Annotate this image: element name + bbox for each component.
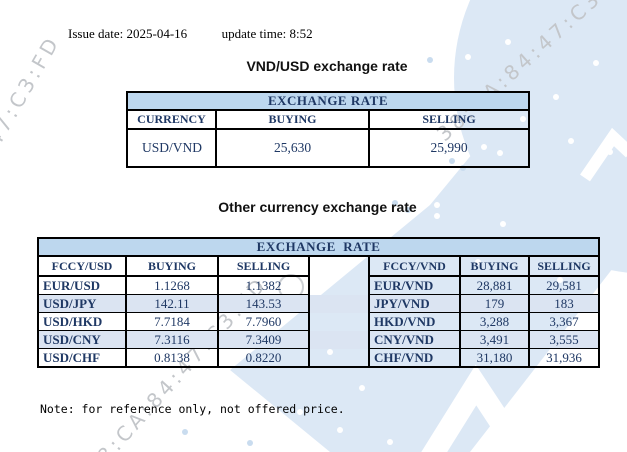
buying-rate-cell: 25,630 (215, 128, 370, 168)
spacer-cell (308, 348, 370, 367)
column-header-row: FCCY/USD BUYING SELLING FCCY/VND BUYING … (37, 255, 601, 277)
currency-pair-cell: USD/CNY (37, 330, 127, 349)
currency-pair-cell: USD/HKD (37, 312, 127, 331)
column-header-buying-right: BUYING (459, 255, 530, 277)
spacer-cell (308, 294, 370, 313)
spacer-cell (308, 312, 370, 331)
column-header-fccy-vnd: FCCY/VND (368, 255, 461, 277)
buying-rate-cell: 0.8138 (125, 348, 219, 368)
buying-rate-cell: 142.11 (125, 294, 219, 313)
buying-rate-cell: 28,881 (459, 275, 530, 295)
column-header-row: CURRENCY BUYING SELLING (126, 109, 531, 130)
buying-rate-cell: 7.3116 (125, 330, 219, 349)
table-row: USD/CNY 7.3116 7.3409 CNY/VND 3,491 3,55… (37, 330, 601, 349)
currency-pair-cell: USD/VND (126, 128, 217, 168)
selling-rate-cell: 3,367 (527, 312, 601, 331)
table-header: EXCHANGE RATE (36, 237, 601, 257)
spacer-cell (308, 276, 370, 295)
selling-rate-cell: 3,555 (527, 330, 601, 349)
currency-pair-cell: EUR/VND (368, 275, 461, 295)
issue-date-label: Issue date: (68, 26, 124, 41)
column-header-selling: SELLING (367, 109, 531, 130)
table-header-row: EXCHANGE RATE (125, 91, 531, 111)
issue-date-value: 2025-04-16 (126, 26, 188, 41)
other-currency-rate-table: EXCHANGE RATE FCCY/USD BUYING SELLING FC… (36, 237, 601, 368)
column-header-fccy-usd: FCCY/USD (37, 255, 127, 277)
selling-rate-cell: 7.3409 (217, 330, 310, 349)
currency-pair-cell: EUR/USD (37, 275, 127, 295)
selling-rate-cell: 0.8220 (217, 348, 310, 368)
selling-rate-cell: 25,990 (367, 128, 531, 168)
currency-pair-cell: CHF/VND (368, 348, 461, 368)
spacer-column (308, 256, 370, 276)
table-header: EXCHANGE RATE (125, 91, 531, 111)
update-time-value: 8:52 (289, 26, 313, 41)
other-table-title: Other currency exchange rate (218, 199, 417, 215)
selling-rate-cell: 143.53 (217, 294, 310, 313)
currency-pair-cell: USD/JPY (37, 294, 127, 313)
selling-rate-cell: 1.1382 (217, 275, 310, 295)
currency-pair-cell: HKD/VND (368, 312, 461, 331)
buying-rate-cell: 1.1268 (125, 275, 219, 295)
currency-pair-cell: CNY/VND (368, 330, 461, 349)
column-header-selling-right: SELLING (527, 255, 601, 277)
usd-vnd-rate-table: EXCHANGE RATE CURRENCY BUYING SELLING US… (125, 91, 531, 168)
buying-rate-cell: 179 (459, 294, 530, 313)
buying-rate-cell: 7.7184 (125, 312, 219, 331)
table-row: USD/JPY 142.11 143.53 JPY/VND 179 183 (37, 294, 601, 313)
column-header-buying: BUYING (215, 109, 370, 130)
buying-rate-cell: 3,288 (459, 312, 530, 331)
meta-row: Issue date: 2025-04-16 update time: 8:52 (68, 26, 313, 42)
selling-rate-cell: 29,581 (527, 275, 601, 295)
spacer-cell (308, 330, 370, 349)
column-header-buying-left: BUYING (125, 255, 219, 277)
table-header-row: EXCHANGE RATE (36, 237, 601, 257)
table-row: EUR/USD 1.1268 1.1382 EUR/VND 28,881 29,… (37, 275, 601, 295)
update-time-label: update time: (221, 26, 287, 41)
usd-table-title: VND/USD exchange rate (246, 58, 408, 74)
table-row: USD/HKD 7.7184 7.7960 HKD/VND 3,288 3,36… (37, 312, 601, 331)
column-header-currency: CURRENCY (126, 109, 217, 130)
buying-rate-cell: 31,180 (459, 348, 530, 368)
table-row: USD/VND 25,630 25,990 (126, 128, 531, 168)
selling-rate-cell: 183 (527, 294, 601, 313)
selling-rate-cell: 31,936 (527, 348, 601, 368)
selling-rate-cell: 7.7960 (217, 312, 310, 331)
table-row: USD/CHF 0.8138 0.8220 CHF/VND 31,180 31,… (37, 348, 601, 368)
currency-pair-cell: USD/CHF (37, 348, 127, 368)
note-text: Note: for reference only, not offered pr… (40, 402, 345, 416)
currency-pair-cell: JPY/VND (368, 294, 461, 313)
buying-rate-cell: 3,491 (459, 330, 530, 349)
column-header-selling-left: SELLING (217, 255, 310, 277)
